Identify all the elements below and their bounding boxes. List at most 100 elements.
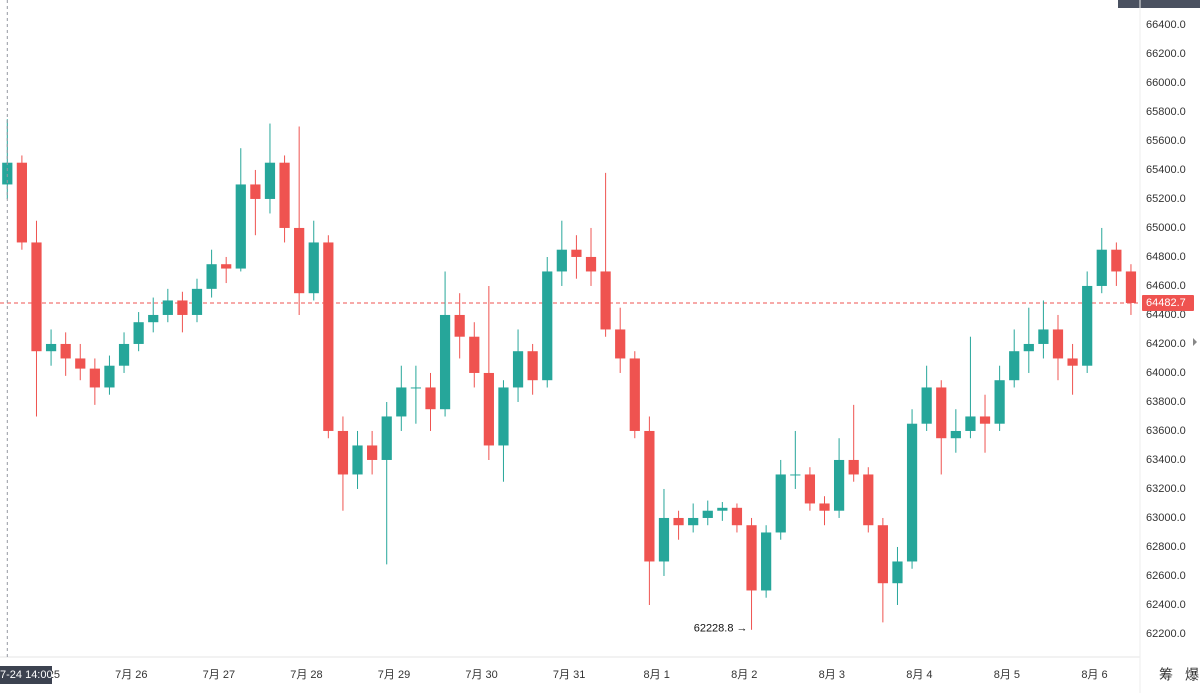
- candle-body: [1125, 271, 1137, 303]
- candle-body: [761, 532, 772, 591]
- candle-body: [323, 242, 334, 431]
- candle-body: [1111, 249, 1122, 272]
- scroll-arrow[interactable]: [1193, 338, 1197, 346]
- candle-body: [702, 510, 713, 518]
- candle-body: [527, 351, 538, 381]
- candle-body: [250, 184, 261, 199]
- y-tick-label: 66400.0: [1146, 19, 1186, 31]
- footer-button[interactable]: 爆: [1185, 667, 1199, 683]
- y-tick-label: 62800.0: [1146, 541, 1186, 553]
- price-badge-top: [1118, 0, 1200, 8]
- candle-body: [2, 162, 13, 185]
- candle-body: [585, 256, 597, 272]
- candle-body: [906, 423, 918, 562]
- y-tick-label: 65000.0: [1146, 222, 1186, 234]
- y-tick-label: 64800.0: [1146, 251, 1186, 263]
- candle-body: [571, 249, 582, 257]
- candle-body: [644, 430, 655, 562]
- candle-body: [877, 525, 888, 584]
- y-tick-label: 65800.0: [1146, 106, 1186, 118]
- candle-body: [512, 351, 524, 388]
- x-tick-label: 7月 31: [553, 669, 585, 681]
- candle-body: [731, 507, 743, 526]
- candle-body: [45, 343, 57, 352]
- candle-body: [775, 474, 786, 533]
- candle-body: [979, 416, 991, 424]
- y-tick-label: 62400.0: [1146, 599, 1186, 611]
- candle-body: [717, 507, 728, 511]
- candle-body: [1052, 329, 1064, 359]
- x-tick-label: 7月 29: [378, 669, 410, 681]
- candle-body: [279, 162, 290, 228]
- candle-body: [556, 249, 567, 272]
- x-tick-label: 7月 30: [465, 669, 497, 681]
- candle-body: [177, 300, 188, 315]
- candle-body: [688, 517, 699, 526]
- y-tick-label: 65200.0: [1146, 193, 1186, 205]
- candle-body: [629, 358, 640, 431]
- candle-body: [746, 525, 757, 591]
- candle-body: [89, 368, 100, 388]
- y-tick-label: 63400.0: [1146, 454, 1186, 466]
- candle-body: [1038, 329, 1049, 344]
- candle-body: [16, 162, 27, 243]
- candle-body: [498, 387, 509, 446]
- candle-body: [454, 314, 465, 337]
- y-tick-label: 63800.0: [1146, 396, 1186, 408]
- candle-body: [921, 387, 932, 424]
- x-tick-label: 8月 6: [1081, 669, 1107, 681]
- y-tick-label: 64200.0: [1146, 338, 1186, 350]
- candle-body: [206, 264, 217, 289]
- last-price-tag: [1142, 294, 1194, 311]
- y-tick-label: 64400.0: [1146, 309, 1186, 321]
- candle-body: [162, 300, 173, 315]
- candle-body: [936, 387, 947, 439]
- candle-body: [804, 474, 816, 504]
- candle-body: [410, 387, 422, 389]
- candle-body: [104, 365, 115, 388]
- candle-body: [483, 372, 494, 446]
- x-tick-label: 8月 4: [906, 669, 932, 681]
- candle-body: [425, 387, 436, 410]
- candle-body: [439, 314, 451, 410]
- candle-body: [790, 474, 801, 476]
- footer-button[interactable]: 筹: [1159, 667, 1173, 683]
- x-tick-label: 7月 27: [203, 669, 235, 681]
- candle-body: [1067, 358, 1078, 366]
- candle-body: [1023, 343, 1034, 352]
- y-tick-label: 63000.0: [1146, 512, 1186, 524]
- candle-body: [367, 445, 378, 460]
- candle-body: [60, 343, 71, 359]
- y-tick-label: 66200.0: [1146, 48, 1186, 60]
- candle-body: [892, 561, 903, 584]
- candle-body: [673, 517, 684, 526]
- low-annotation: 62228.8 →: [694, 623, 748, 635]
- candle-body: [264, 162, 276, 199]
- candle-body: [615, 329, 626, 359]
- y-tick-label: 63200.0: [1146, 483, 1186, 495]
- candle-body: [118, 343, 130, 366]
- candle-body: [235, 184, 246, 269]
- y-tick-label: 62600.0: [1146, 570, 1186, 582]
- candle-body: [337, 430, 349, 475]
- candle-body: [1009, 351, 1020, 381]
- candle-body: [658, 517, 670, 562]
- candle-body: [133, 322, 144, 344]
- candle-body: [965, 416, 976, 431]
- y-tick-label: 64600.0: [1146, 280, 1186, 292]
- y-tick-label: 64000.0: [1146, 367, 1186, 379]
- y-tick-label: 65400.0: [1146, 164, 1186, 176]
- x-tick-label: 7月 28: [290, 669, 322, 681]
- candle-body: [848, 459, 859, 475]
- candle-body: [148, 314, 159, 323]
- crosshair-tag: [0, 666, 52, 684]
- candle-body: [191, 288, 203, 315]
- candle-body: [863, 474, 874, 526]
- crosshair-label: 7-24 14:00: [0, 669, 53, 681]
- candle-body: [600, 271, 611, 330]
- candle-body: [221, 264, 232, 269]
- y-tick-label: 63600.0: [1146, 425, 1186, 437]
- candle-body: [352, 445, 363, 475]
- candle-body: [994, 380, 1005, 424]
